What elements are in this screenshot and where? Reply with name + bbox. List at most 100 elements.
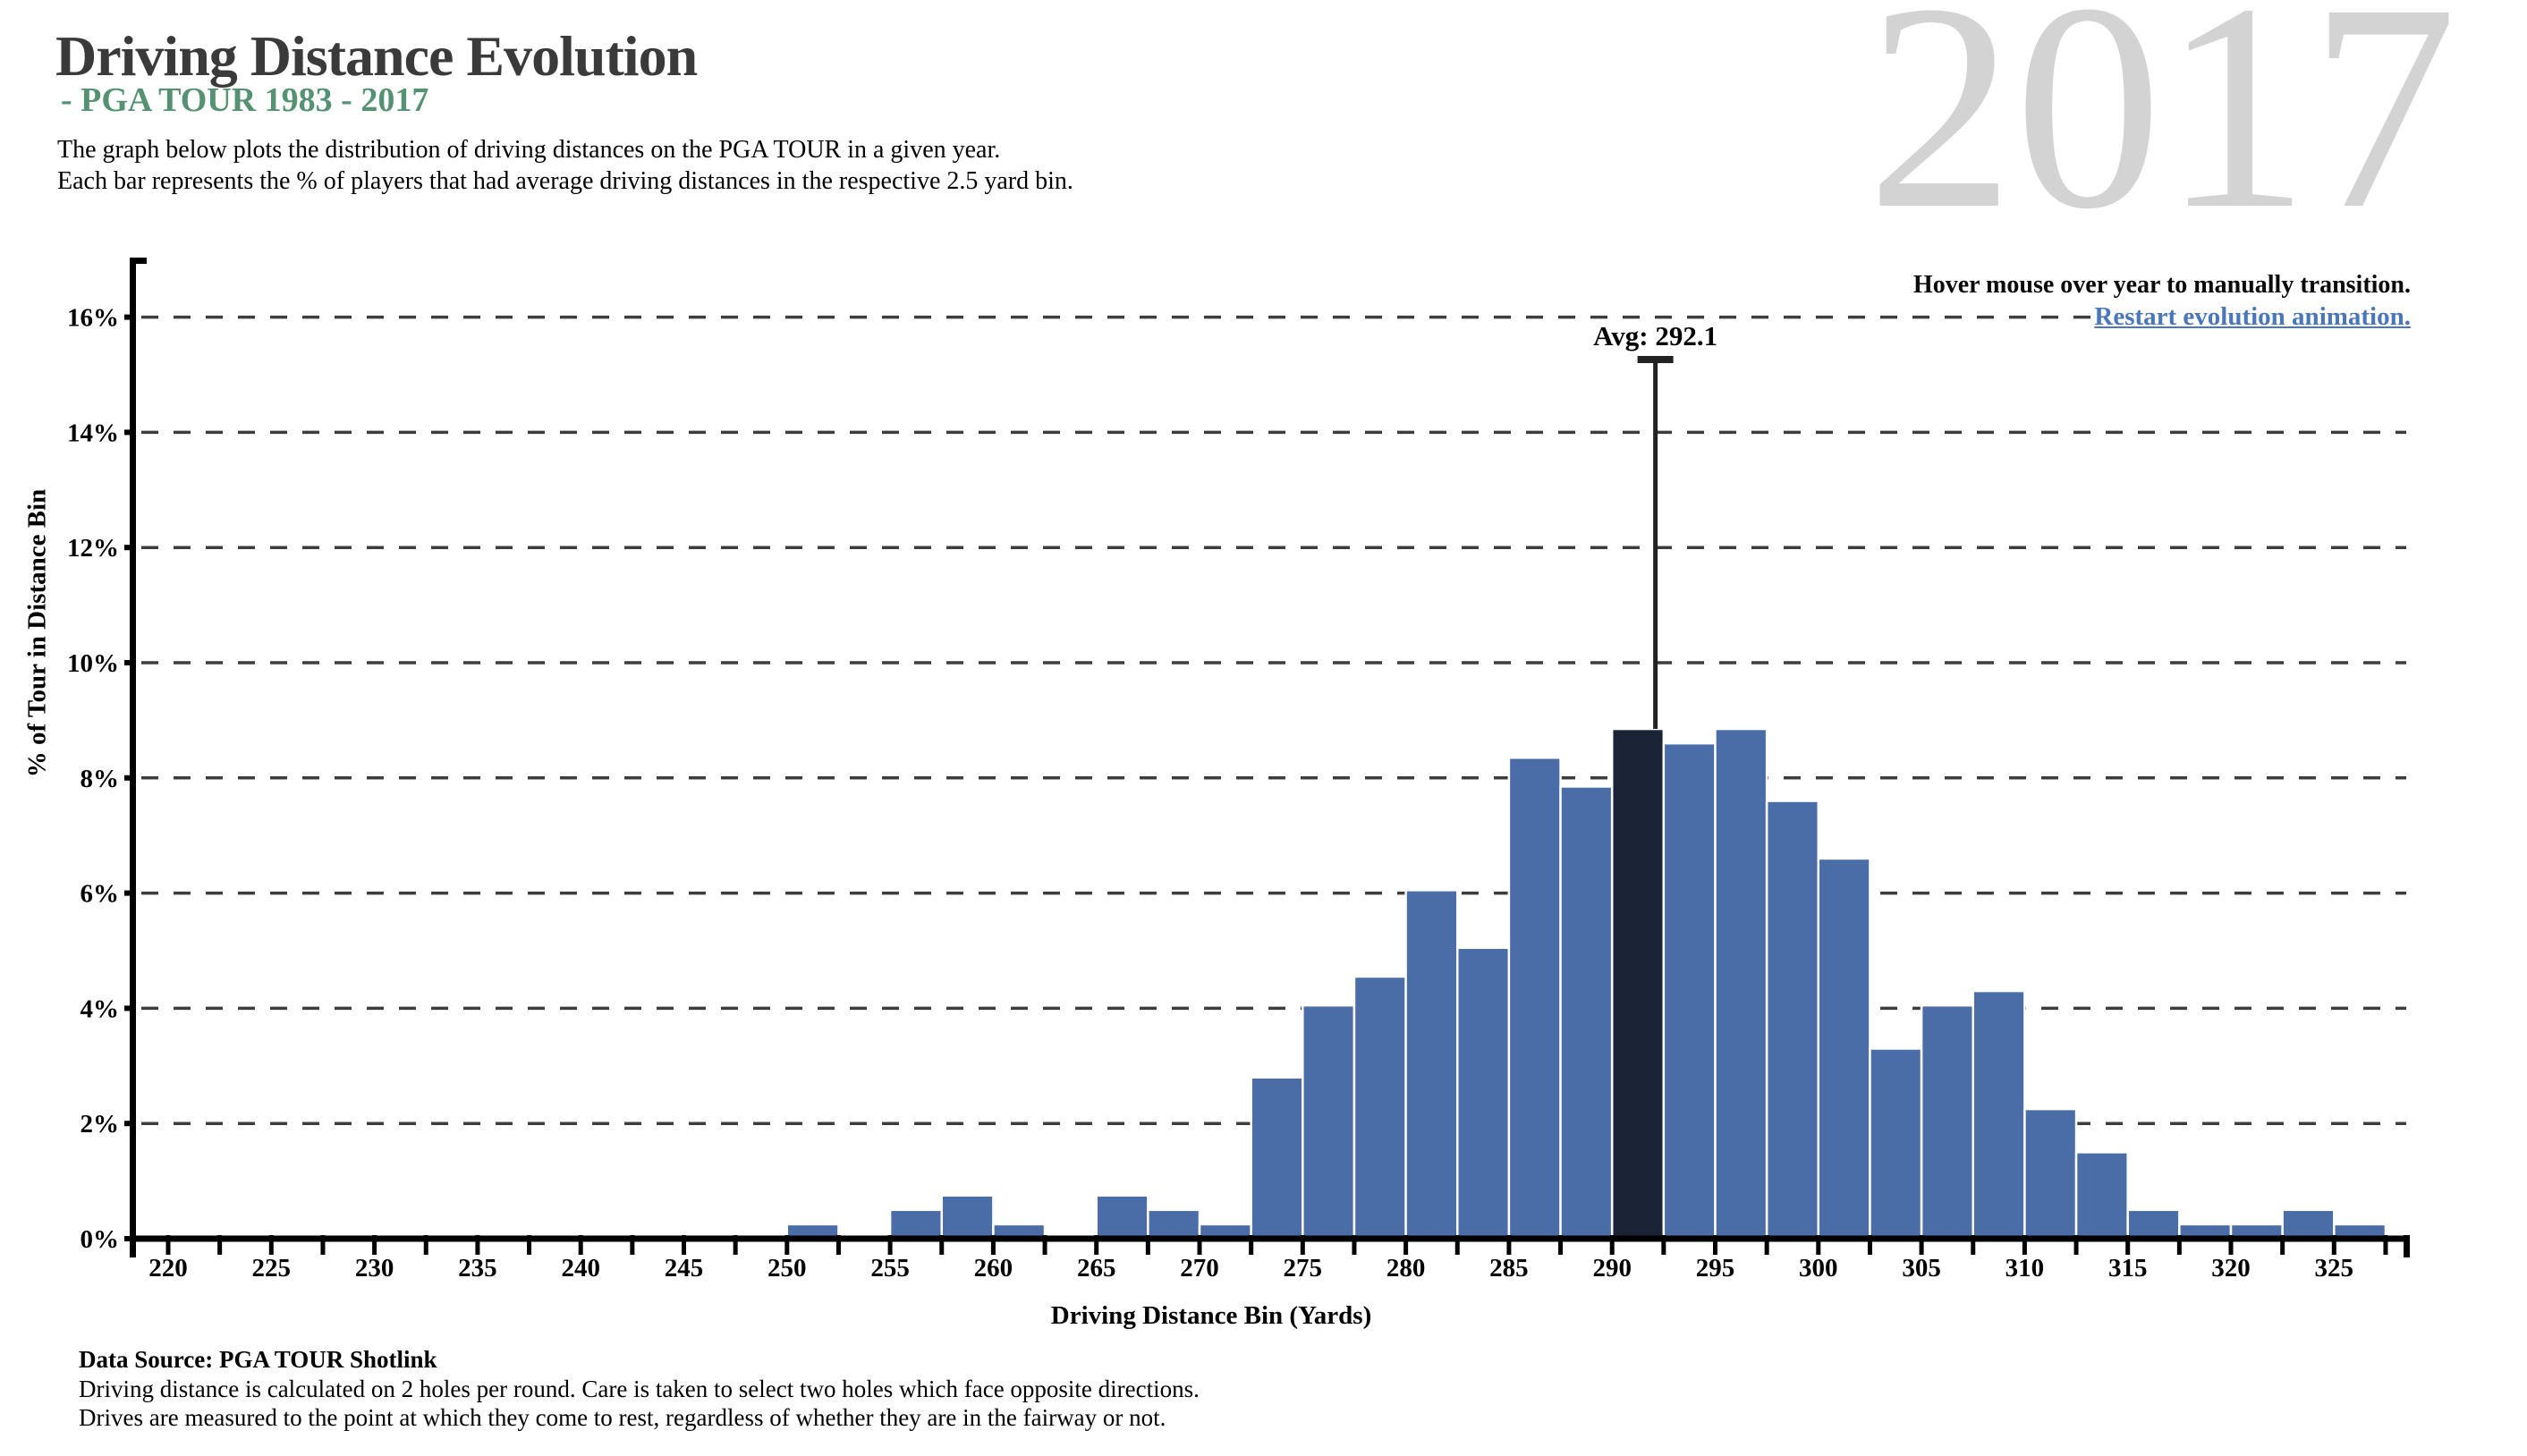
x-tick <box>1558 1235 1564 1255</box>
x-tick-label-325: 325 <box>2315 1254 2354 1282</box>
x-tick <box>165 1235 171 1255</box>
histogram-bar[interactable] <box>2126 1208 2181 1240</box>
x-tick-label-310: 310 <box>2005 1254 2045 1282</box>
x-tick <box>372 1235 377 1255</box>
y-tick <box>124 429 136 436</box>
x-tick-label-255: 255 <box>870 1254 910 1282</box>
histogram-bar[interactable] <box>1662 741 1717 1240</box>
histogram-bar[interactable] <box>1095 1194 1149 1240</box>
y-tick-label-6: 6% <box>81 880 120 909</box>
histogram-bar[interactable] <box>1250 1076 1304 1240</box>
x-tick <box>1042 1235 1047 1255</box>
x-tick <box>1816 1235 1821 1255</box>
histogram-bar[interactable] <box>888 1208 943 1240</box>
histogram-bar[interactable] <box>1404 889 1459 1240</box>
x-axis-left-cap <box>130 1235 136 1257</box>
x-tick <box>1300 1235 1305 1255</box>
footer: Data Source: PGA TOUR Shotlink Driving d… <box>79 1347 1200 1434</box>
x-tick-label-270: 270 <box>1180 1254 1219 1282</box>
histogram-bar[interactable] <box>1765 800 1820 1240</box>
x-tick <box>1713 1235 1717 1255</box>
x-tick <box>682 1235 686 1255</box>
y-tick <box>124 890 136 896</box>
x-tick-label-315: 315 <box>2108 1254 2148 1282</box>
x-tick <box>1919 1235 1924 1255</box>
y-tick <box>124 1236 136 1241</box>
y-tick-label-2: 2% <box>81 1110 120 1139</box>
y-tick-label-12: 12% <box>67 534 119 563</box>
x-axis <box>130 1235 2410 1242</box>
y-tick-label-4: 4% <box>81 995 120 1023</box>
y-tick <box>124 1005 136 1012</box>
histogram-bar[interactable] <box>1869 1047 1923 1240</box>
x-tick <box>217 1235 223 1255</box>
x-tick <box>835 1235 841 1255</box>
histogram-bar[interactable] <box>1302 1003 1356 1240</box>
year-watermark[interactable]: 2017 <box>1867 0 2457 270</box>
x-tick <box>1454 1235 1460 1255</box>
x-tick-label-280: 280 <box>1386 1254 1426 1282</box>
histogram-bar[interactable] <box>1920 1003 1975 1240</box>
histogram-bar[interactable] <box>2023 1107 2078 1240</box>
histogram-bar[interactable] <box>1817 857 1871 1240</box>
x-tick <box>2176 1235 2182 1255</box>
x-tick <box>1403 1235 1409 1255</box>
x-tick-label-240: 240 <box>561 1254 600 1282</box>
x-tick <box>1197 1235 1202 1255</box>
histogram-bar[interactable] <box>1456 946 1511 1240</box>
average-label: Avg: 292.1 <box>1593 320 1717 351</box>
y-tick <box>124 775 136 781</box>
x-tick-label-305: 305 <box>1902 1254 1941 1282</box>
histogram-bar[interactable] <box>1147 1208 1201 1240</box>
y-tick-label-16: 16% <box>67 304 119 333</box>
histogram-bar[interactable] <box>2074 1151 2129 1240</box>
x-tick <box>733 1235 738 1255</box>
histogram-bar[interactable] <box>940 1194 995 1240</box>
histogram-bar[interactable] <box>1714 727 1768 1240</box>
x-axis-title: Driving Distance Bin (Yards) <box>1050 1301 1372 1330</box>
x-tick <box>2383 1235 2388 1255</box>
histogram-bar[interactable] <box>1559 785 1614 1240</box>
x-axis-right-cap <box>2404 1235 2410 1257</box>
y-tick <box>124 1121 136 1127</box>
histogram-bar[interactable] <box>1972 989 2026 1240</box>
x-tick <box>578 1235 583 1255</box>
chart-description: The graph below plots the distribution o… <box>57 134 1073 197</box>
y-tick <box>124 660 136 665</box>
x-tick <box>527 1235 532 1255</box>
y-tick <box>124 314 136 320</box>
x-tick <box>2125 1235 2131 1255</box>
restart-animation-link[interactable]: Restart evolution animation. <box>2094 302 2411 331</box>
y-axis <box>130 258 136 1241</box>
x-tick-label-235: 235 <box>458 1254 497 1282</box>
x-tick <box>423 1235 428 1255</box>
histogram-bar[interactable] <box>2281 1208 2336 1240</box>
x-tick <box>887 1235 893 1255</box>
x-tick-label-265: 265 <box>1077 1254 1116 1282</box>
y-tick-label-8: 8% <box>81 765 120 793</box>
histogram-bar[interactable] <box>1507 757 1562 1240</box>
x-tick-label-290: 290 <box>1592 1254 1632 1282</box>
y-tick-label-0: 0% <box>81 1225 120 1254</box>
x-tick-label-275: 275 <box>1284 1254 1323 1282</box>
x-tick <box>990 1235 996 1255</box>
x-tick <box>630 1235 635 1255</box>
histogram-bar[interactable] <box>1353 975 1407 1240</box>
histogram-bar-highlighted[interactable] <box>1610 727 1666 1240</box>
x-tick <box>2331 1235 2336 1255</box>
y-tick <box>124 545 136 551</box>
x-tick <box>1764 1235 1769 1255</box>
y-tick-label-14: 14% <box>67 419 119 447</box>
x-tick <box>939 1235 945 1255</box>
x-tick <box>1971 1235 1976 1255</box>
x-tick <box>1094 1235 1099 1255</box>
x-tick-label-220: 220 <box>148 1254 188 1282</box>
x-tick <box>268 1235 274 1255</box>
description-line-1: The graph below plots the distribution o… <box>57 136 1001 164</box>
x-tick <box>2073 1235 2079 1255</box>
page-title: Driving Distance Evolution <box>55 24 698 88</box>
x-tick <box>2228 1235 2234 1255</box>
footnote-2: Drives are measured to the point at whic… <box>79 1404 1166 1431</box>
